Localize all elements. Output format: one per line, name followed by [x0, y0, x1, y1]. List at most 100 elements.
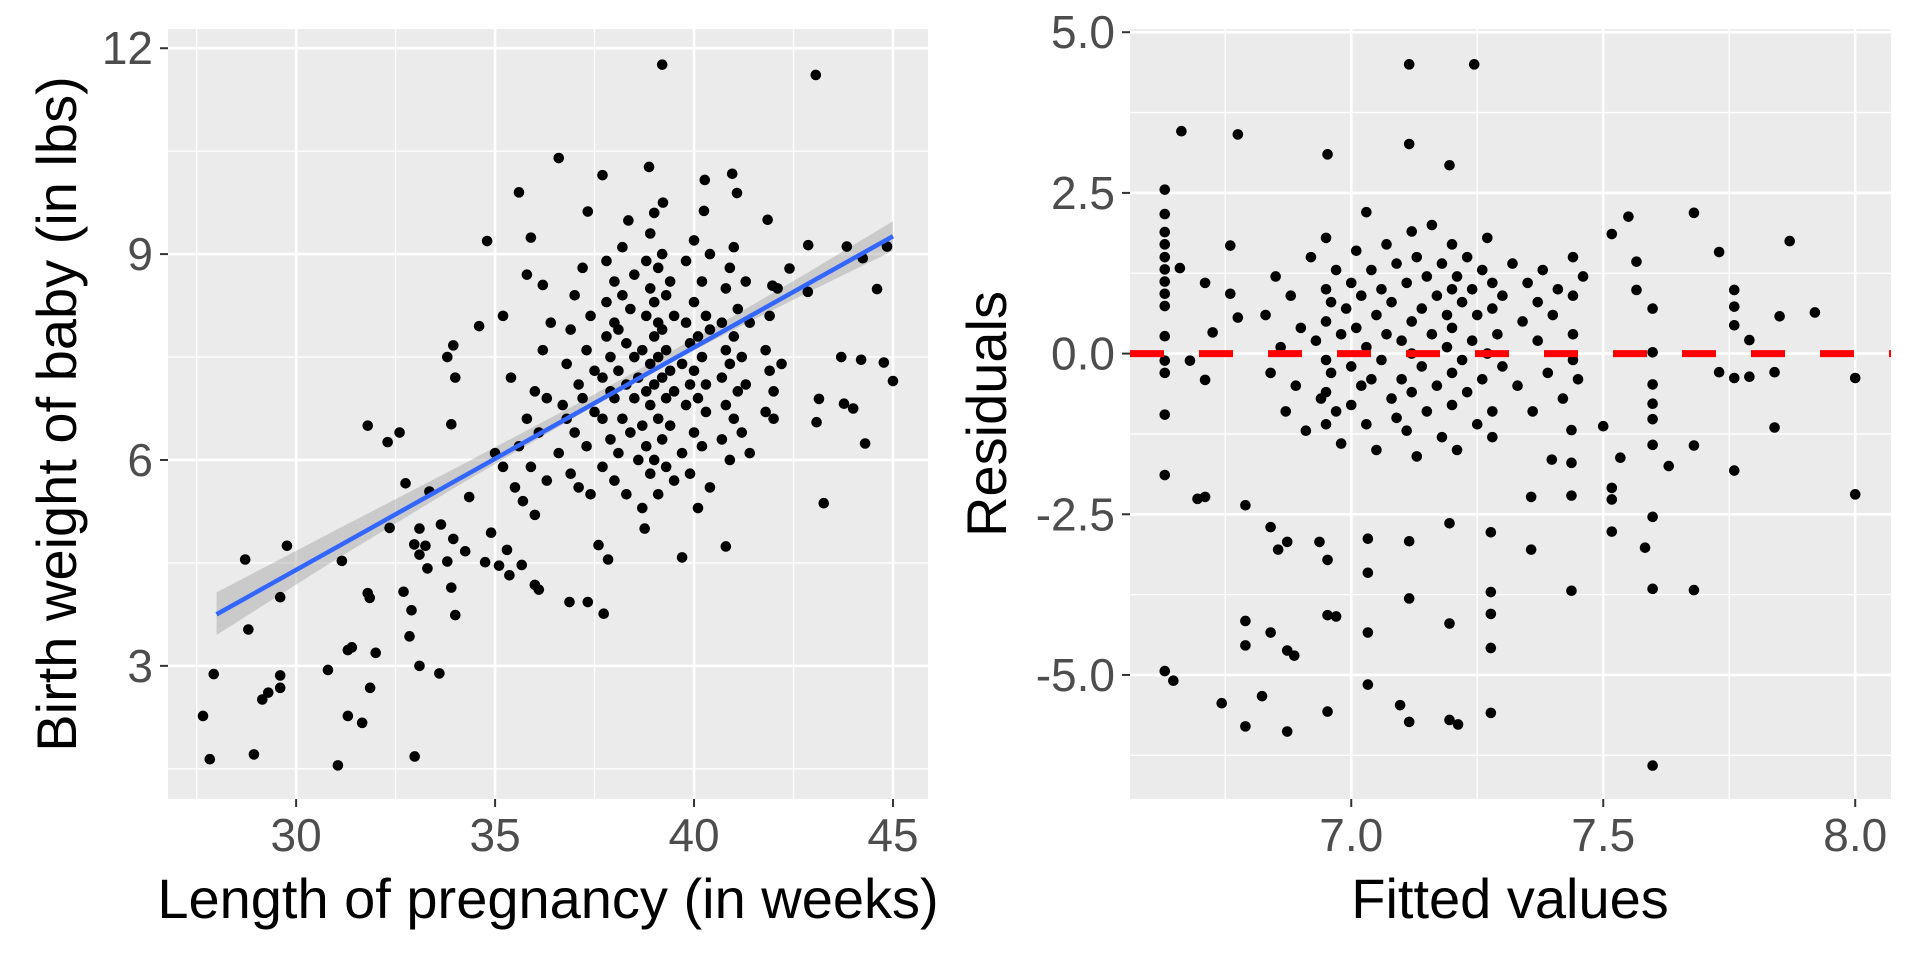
data-point	[1566, 424, 1577, 436]
data-point	[1362, 679, 1374, 690]
data-point	[648, 207, 660, 219]
data-point	[1492, 329, 1503, 340]
data-point	[720, 283, 732, 294]
data-point	[497, 461, 509, 473]
data-point	[633, 454, 644, 466]
data-point	[1631, 284, 1642, 296]
data-point	[384, 522, 395, 534]
data-point	[565, 468, 576, 480]
data-point	[688, 365, 700, 377]
data-point	[581, 440, 592, 452]
data-point	[768, 413, 779, 425]
data-point	[1314, 536, 1325, 548]
data-point	[1597, 420, 1609, 432]
data-point	[1260, 309, 1271, 321]
data-point	[648, 331, 660, 342]
data-point	[724, 358, 736, 370]
y-tick-label: -2.5	[1036, 488, 1115, 540]
data-point	[1426, 219, 1438, 231]
data-point	[802, 286, 814, 298]
data-point	[1688, 584, 1700, 596]
data-point	[485, 527, 497, 539]
data-point	[644, 283, 656, 294]
x-tick-label: 30	[271, 809, 322, 861]
data-point	[1376, 354, 1387, 366]
data-point	[1476, 373, 1488, 385]
data-point	[878, 357, 890, 368]
data-point	[1647, 398, 1658, 410]
data-point	[1361, 206, 1372, 218]
data-point	[1497, 361, 1508, 372]
data-point	[1512, 380, 1523, 392]
data-point	[660, 289, 672, 301]
data-point	[716, 372, 728, 383]
data-point	[1386, 296, 1397, 308]
data-point	[838, 398, 850, 410]
data-point	[422, 563, 433, 574]
data-point	[605, 434, 616, 445]
data-point	[1240, 499, 1251, 511]
data-point	[577, 262, 588, 274]
data-point	[569, 289, 580, 301]
data-point	[696, 440, 708, 452]
data-point	[668, 310, 680, 322]
data-point	[1386, 393, 1397, 404]
data-point	[640, 440, 652, 452]
data-point	[516, 559, 528, 571]
data-point	[505, 372, 517, 383]
data-point	[629, 269, 640, 280]
data-point	[1517, 316, 1528, 327]
data-point	[657, 197, 669, 208]
data-point	[818, 497, 830, 509]
data-point	[1566, 585, 1577, 597]
data-point	[656, 59, 668, 70]
data-point	[1444, 159, 1455, 171]
data-point	[1487, 431, 1498, 443]
data-point	[553, 447, 565, 459]
data-point	[1280, 406, 1292, 417]
data-point	[1547, 309, 1559, 321]
data-point	[1199, 277, 1211, 289]
data-point	[644, 358, 656, 370]
data-point	[1159, 288, 1171, 300]
data-point	[676, 552, 688, 563]
data-point	[1485, 586, 1497, 598]
data-point	[625, 427, 636, 438]
data-point	[398, 586, 409, 598]
data-point	[1366, 373, 1377, 385]
data-point	[724, 454, 736, 466]
data-point	[1305, 251, 1317, 263]
data-point	[541, 475, 553, 486]
data-point	[1320, 284, 1332, 295]
data-point	[208, 668, 220, 680]
data-point	[1482, 232, 1493, 244]
data-point	[1525, 491, 1537, 503]
data-point	[643, 161, 655, 173]
data-point	[1401, 277, 1412, 289]
y-tick-label: 12	[102, 22, 153, 74]
data-point	[1606, 526, 1618, 537]
data-point	[1784, 235, 1796, 247]
data-point	[1497, 290, 1508, 302]
data-point	[346, 642, 358, 653]
data-point	[1362, 533, 1374, 544]
data-point	[1487, 277, 1498, 289]
data-point	[573, 379, 584, 390]
data-point	[281, 540, 293, 552]
data-point	[1532, 335, 1544, 347]
data-point	[1456, 354, 1468, 366]
data-point	[1647, 346, 1658, 358]
y-tick-label: -5.0	[1036, 649, 1115, 701]
data-point	[760, 344, 771, 356]
data-point	[696, 276, 708, 287]
data-point	[1471, 309, 1483, 321]
data-point	[764, 365, 775, 377]
y-tick-label: 3	[127, 640, 153, 692]
data-point	[1426, 329, 1438, 340]
data-point	[1728, 320, 1740, 331]
regression-line	[215, 234, 895, 617]
data-point	[1436, 258, 1448, 269]
residual-panel: 7.0 7.5 8.0 -5.0 -2.5 0.0 2.5 5.0	[1036, 6, 1891, 861]
data-point	[835, 351, 847, 363]
data-point	[637, 502, 648, 514]
